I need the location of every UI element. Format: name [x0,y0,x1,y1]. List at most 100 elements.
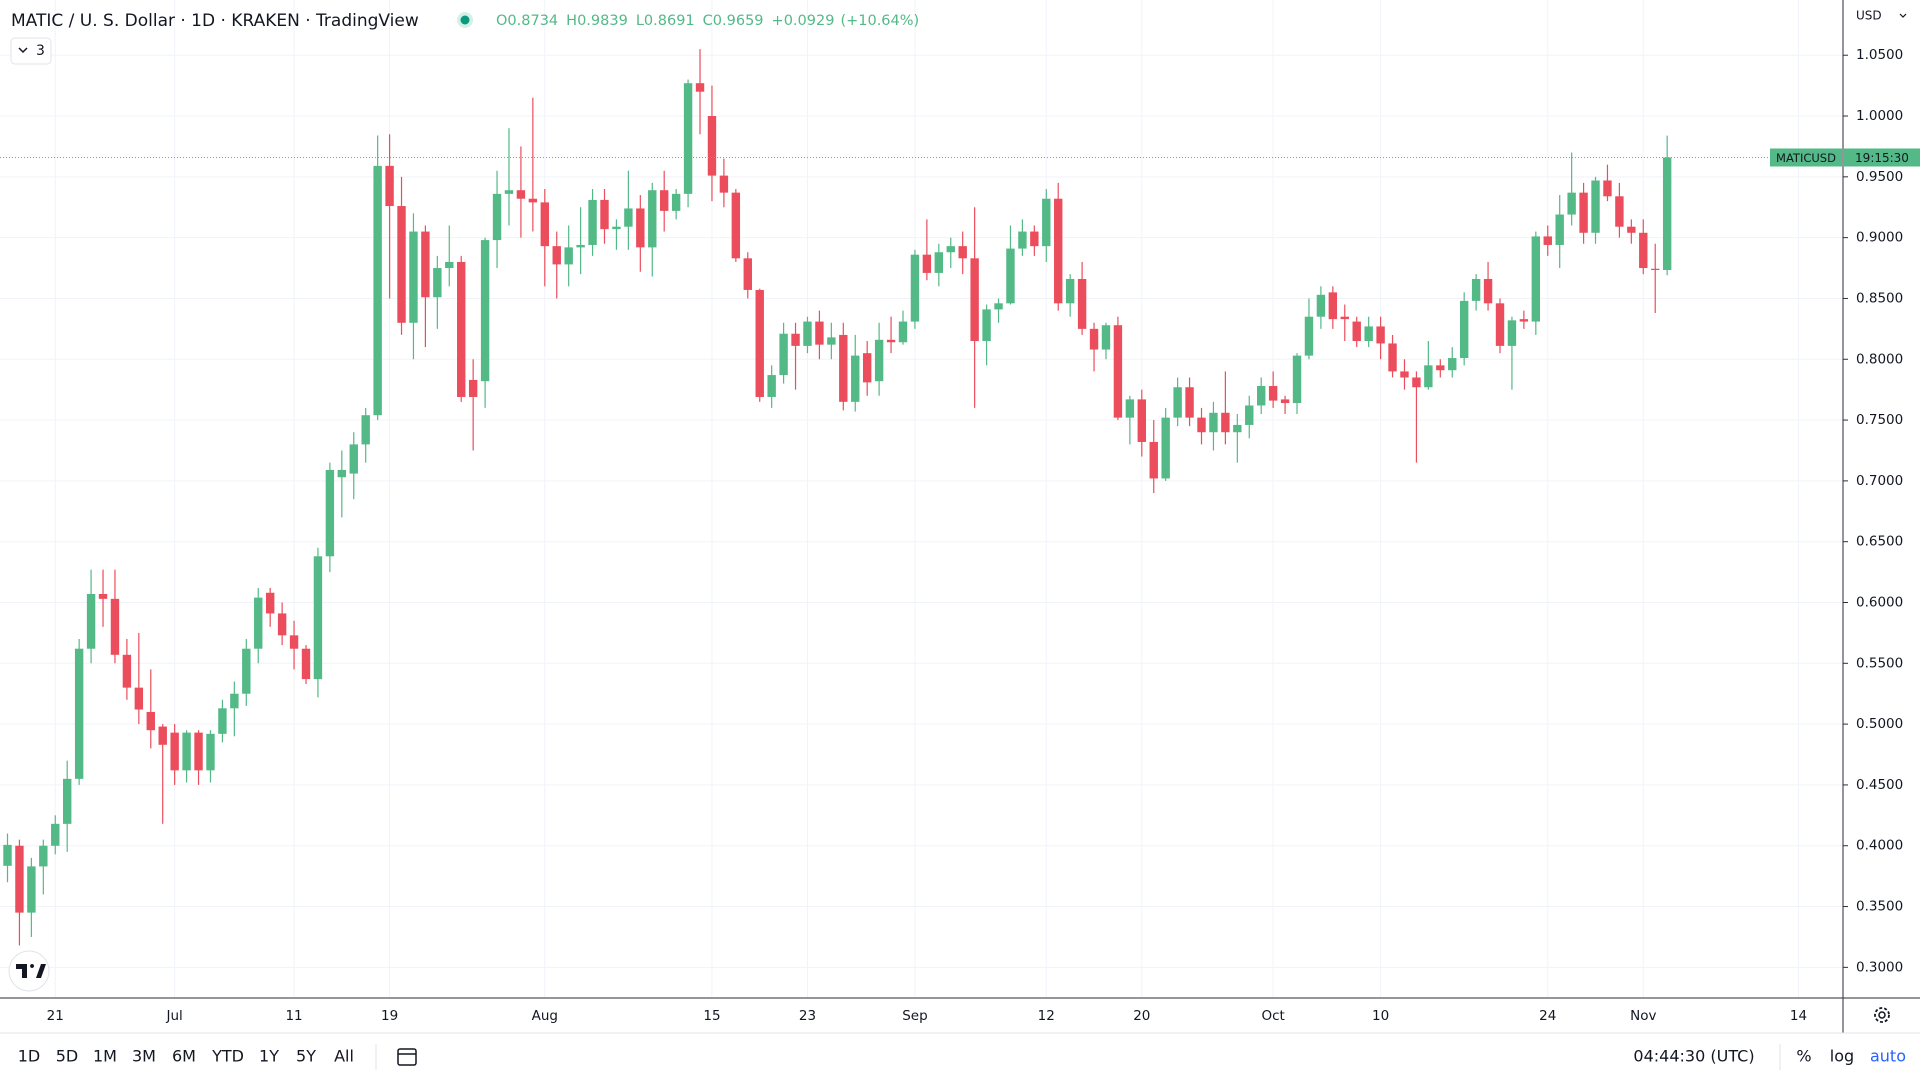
candle-body [1436,365,1445,371]
ohlc-value: 0.8734 [507,13,558,29]
symbol-tag [1770,148,1842,167]
candle-body [1137,399,1146,442]
x-tick-label: 14 [1790,1008,1807,1024]
candle-body [1459,300,1469,359]
candle-body [862,353,872,383]
candle-body [373,165,382,416]
candle-body [1651,268,1660,270]
ohlc-prefix: C [703,13,713,29]
range-button[interactable]: 5Y [296,1047,316,1066]
scale-option[interactable]: % [1796,1047,1811,1066]
y-tick-label: 0.5000 [1856,716,1903,732]
ohlc-value: 0.8691 [644,13,695,29]
candle-body [1304,316,1314,356]
ohlc-prefix: O [496,13,507,29]
candle-body [1471,278,1481,301]
candle-body [1065,278,1075,304]
candle-body [1627,226,1636,233]
candle-body [27,866,36,913]
candle-body [886,339,896,343]
candle-body [540,202,549,247]
candle-body [1113,325,1123,418]
range-button[interactable]: 1D [18,1047,41,1066]
indicator-count[interactable]: 3 [36,43,45,59]
candle-body [230,693,239,709]
candle-body [683,83,693,194]
candle-body [1543,236,1552,245]
x-tick-label: 21 [47,1008,64,1024]
logo-circle[interactable] [8,950,50,992]
indicator-toggle-box[interactable] [10,37,52,65]
y-tick-label: 0.9000 [1856,230,1903,246]
candle-body [695,83,705,92]
candle-body [934,252,944,273]
candle-body [242,648,251,694]
candle-body [1507,320,1517,346]
tv-logo[interactable] [8,950,50,992]
chevron-icon[interactable] [18,47,28,54]
candle-body [1424,365,1433,388]
candle-body [1364,326,1373,342]
range-button[interactable]: 5D [56,1047,79,1066]
candle-body [1639,232,1648,269]
candle-body [1173,387,1182,418]
currency-label[interactable]: USD [1856,9,1882,23]
candle-body [1221,412,1230,433]
settings-button[interactable] [1874,1007,1890,1023]
range-button[interactable]: All [334,1047,354,1066]
y-tick-label: 0.6500 [1856,534,1903,550]
candle-body [660,190,669,211]
calendar-icon[interactable] [397,1048,417,1066]
candle-body [457,261,466,397]
candle-body [707,116,717,176]
candle-body [194,732,203,771]
candle-body [385,165,394,207]
range-button[interactable]: 6M [172,1047,196,1066]
candle-body [206,733,215,771]
range-button[interactable]: YTD [211,1047,244,1066]
change-pct: (+10.64%) [840,13,919,29]
candle-body [1280,399,1290,404]
candle-body [1662,157,1672,270]
ohlc-value: 0.9659 [713,13,764,29]
candle-body [158,726,167,745]
candle-body [624,208,633,227]
candles [3,49,1672,946]
gear-hub[interactable] [1878,1011,1886,1019]
y-tick-label: 0.9500 [1856,169,1903,185]
candle-body [361,415,370,445]
clock[interactable]: 04:44:30 (UTC) [1633,1047,1754,1066]
range-button[interactable]: 1M [93,1047,117,1066]
candle-body [277,613,287,636]
scale-option[interactable]: auto [1870,1047,1906,1066]
candle-body [134,687,144,710]
candle-body [898,321,908,343]
date-range-button[interactable] [397,1048,417,1066]
candle-body [1531,236,1541,322]
gear-ring[interactable] [1874,1007,1890,1023]
range-button[interactable]: 1Y [259,1047,279,1066]
change: +0.0929 [772,13,835,29]
candle-body [1042,198,1051,247]
candle-body [15,845,24,913]
candle-body [922,254,932,273]
scale-option[interactable]: log [1830,1047,1854,1066]
candle-body [349,444,358,474]
ohlc-legend: O0.8734 H0.9839 L0.8691 C0.9659 +0.0929 (+10.… [496,13,919,29]
x-tick-label: 12 [1038,1008,1055,1024]
candle-body [421,231,430,298]
indicator-toggle[interactable]: 3 [10,37,52,65]
candle-body [1101,325,1111,350]
range-button[interactable]: 3M [132,1047,156,1066]
y-tick-label: 1.0500 [1856,47,1903,63]
candle-body [564,247,573,265]
y-tick-label: 0.8000 [1856,351,1903,367]
candle-body [1555,214,1564,245]
candle-body [39,845,48,867]
logo-glyph[interactable] [16,964,46,978]
candle-body [313,556,323,680]
candle-body [1209,412,1218,433]
candle-body [337,469,347,478]
candle-body [767,375,776,397]
currency-chevron[interactable] [1899,13,1907,18]
